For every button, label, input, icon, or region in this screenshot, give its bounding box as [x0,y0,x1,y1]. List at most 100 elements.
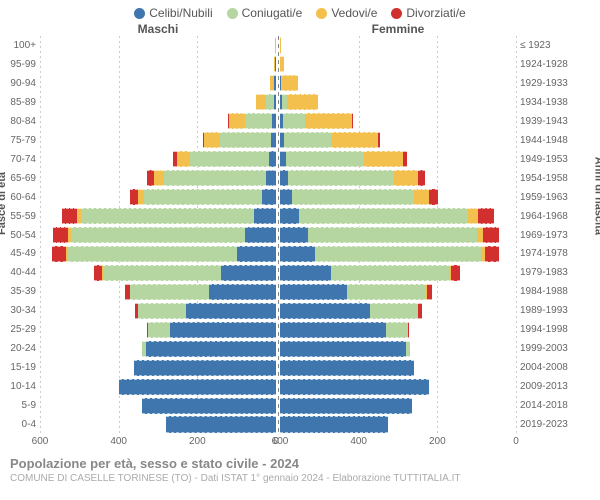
bar-segment [331,265,449,281]
bar-segment [68,246,237,262]
bar-segment [280,322,386,338]
xtick: 400 [110,436,127,447]
ytick-age: 95-99 [0,55,36,74]
bar-segment [280,341,406,357]
bar-segment [170,322,276,338]
ytick-year: 1939-1943 [520,112,586,131]
bar-segment [280,56,283,72]
bar-segment [364,151,403,167]
yaxis-right-title: Anni di nascita [592,157,600,235]
ytick-age: 80-84 [0,112,36,131]
yaxis-left: 100+95-9990-9485-8980-8475-7970-7465-696… [0,36,40,434]
ytick-age: 100+ [0,36,36,55]
bar-row [280,112,516,131]
xaxis-right: 0200400600 [280,436,516,450]
bar-segment [52,246,66,262]
bar-segment [280,416,388,432]
ytick-age: 20-24 [0,339,36,358]
yaxis-right: ≤ 19231924-19281929-19331934-19381939-19… [516,36,586,434]
caption-source: COMUNE DI CASELLE TORINESE (TO) - Dati I… [10,473,590,484]
bar-row [40,55,276,74]
bar-segment [130,189,138,205]
bar-segment [138,303,185,319]
bar-row [280,55,516,74]
bar-segment [280,379,429,395]
bar-segment [245,227,276,243]
bar-segment [403,151,407,167]
bar-segment [394,170,418,186]
bar-segment [271,132,276,148]
ytick-age: 30-34 [0,301,36,320]
legend-label: Celibi/Nubili [149,6,212,20]
bar-segment [166,416,276,432]
bar-row [40,150,276,169]
ytick-year: 1964-1968 [520,207,586,226]
bar-segment [414,189,430,205]
bar-segment [280,360,414,376]
bar-segment [266,94,274,110]
header-male: Maschi [40,22,276,36]
ytick-year: 1974-1978 [520,244,586,263]
bar-segment [262,189,276,205]
bar-segment [275,56,276,72]
bar-row [280,339,516,358]
bar-segment [142,398,276,414]
bar-segment [269,151,276,167]
bar-segment [280,170,288,186]
ytick-year: 1949-1953 [520,150,586,169]
bar-segment [148,322,170,338]
bar-segment [245,113,273,129]
bar-row [280,377,516,396]
bar-row [40,207,276,226]
plot-area: Fasce di età Anni di nascita 100+95-9990… [0,36,600,434]
bar-row [40,244,276,263]
bar-row [280,131,516,150]
bar-segment [164,170,266,186]
bar-segment [284,132,331,148]
swatch-widowed [316,8,327,19]
ytick-year: 2004-2008 [520,358,586,377]
bar-segment [274,94,276,110]
ytick-age: 15-19 [0,358,36,377]
bar-segment [286,151,365,167]
bar-segment [483,227,500,243]
bar-row [280,169,516,188]
bar-segment [429,189,438,205]
bar-row [280,244,516,263]
bar-row [40,358,276,377]
xtick: 200 [429,436,446,447]
xtick: 600 [272,436,289,447]
bar-segment [220,132,271,148]
bar-segment [378,132,380,148]
bar-segment [274,75,276,91]
bar-segment [308,227,477,243]
ytick-year: 1924-1928 [520,55,586,74]
bar-row [40,74,276,93]
swatch-married [227,8,238,19]
bar-row [280,226,516,245]
xtick: 200 [189,436,206,447]
bar-segment [418,303,422,319]
xtick: 400 [350,436,367,447]
ytick-age: 10-14 [0,377,36,396]
ytick-age: 40-44 [0,263,36,282]
ytick-age: 35-39 [0,282,36,301]
ytick-year: 1994-1998 [520,320,586,339]
ytick-year: ≤ 1923 [520,36,586,55]
ytick-year: 1929-1933 [520,74,586,93]
bar-segment [272,113,276,129]
ytick-age: 45-49 [0,244,36,263]
ytick-age: 0-4 [0,415,36,434]
xaxis: 6004002000 0200400600 [0,436,600,450]
swatch-single [134,8,145,19]
ytick-age: 90-94 [0,74,36,93]
bar-row [40,93,276,112]
xtick: 0 [513,436,519,447]
legend-label: Coniugati/e [242,6,303,20]
ytick-year: 1959-1963 [520,188,586,207]
ytick-age: 5-9 [0,396,36,415]
bar-row [40,396,276,415]
bar-segment [331,132,378,148]
bar-row [280,74,516,93]
bar-segment [103,265,221,281]
